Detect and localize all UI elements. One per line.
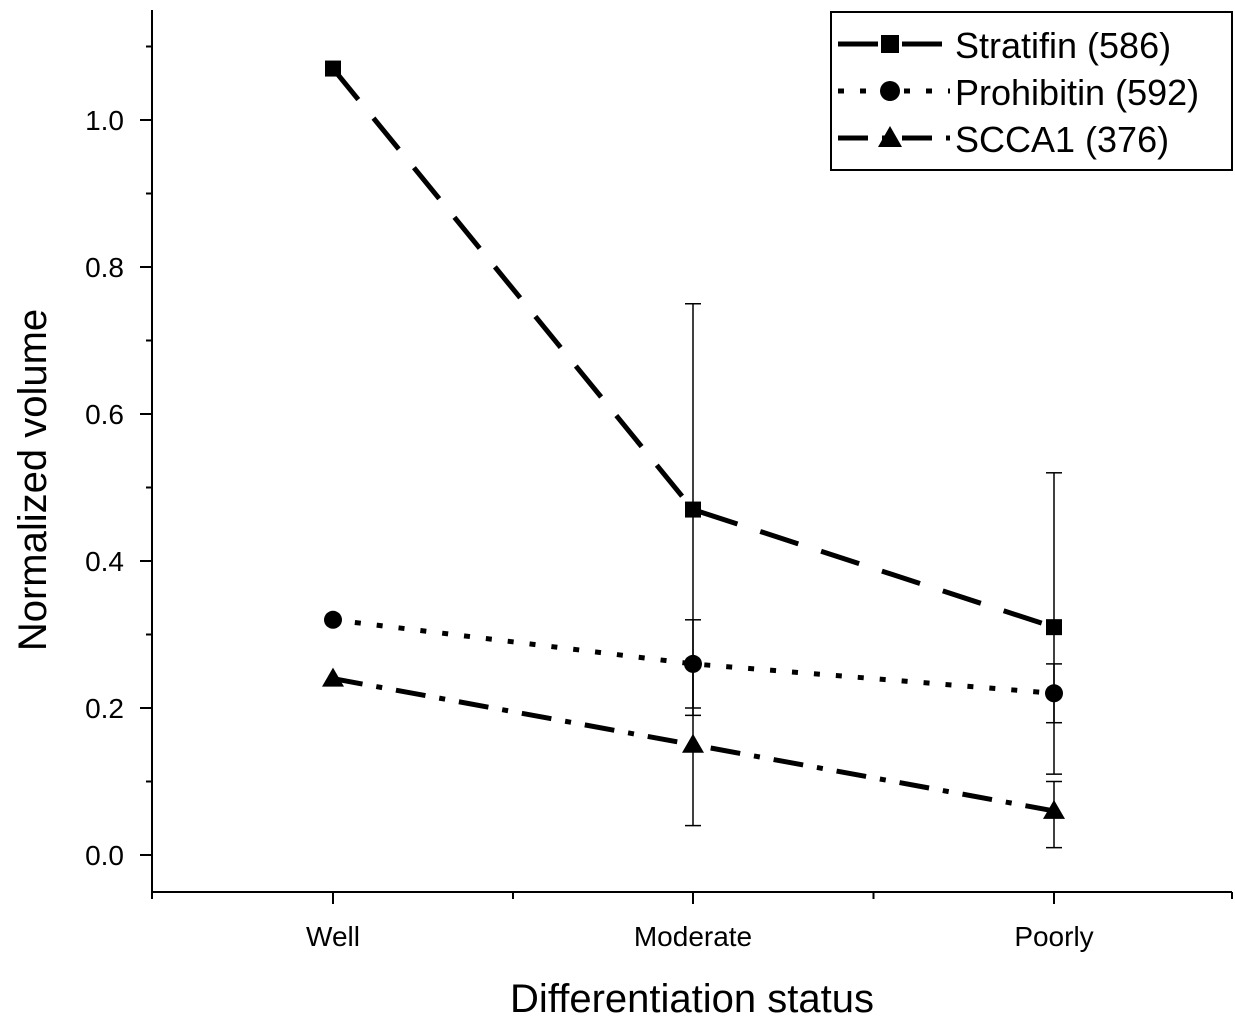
y-axis-title: Normalized volume (11, 309, 55, 651)
circle-marker (880, 81, 900, 101)
y-tick-label: 1.0 (85, 105, 124, 136)
legend-label: Stratifin (586) (955, 25, 1171, 66)
square-marker (685, 501, 701, 518)
square-marker (1046, 619, 1062, 636)
y-tick-label: 0.4 (85, 546, 124, 577)
triangle-marker (322, 667, 344, 687)
error-bars (685, 303, 1062, 849)
circle-marker (324, 610, 342, 629)
triangle-marker (682, 733, 704, 753)
legend: Stratifin (586) Prohibitin (592) SCCA1 (37… (830, 11, 1233, 171)
legend-label: Prohibitin (592) (955, 72, 1199, 113)
triangle-marker (878, 126, 902, 147)
x-axis-title: Differentiation status (510, 977, 874, 1021)
x-axis-ticks: Well Moderate Poorly (151, 892, 1233, 952)
circle-marker (684, 654, 702, 673)
legend-label: SCCA1 (376) (955, 119, 1169, 160)
square-marker (881, 35, 899, 53)
square-marker (325, 60, 341, 77)
y-tick-label: 0.0 (85, 840, 124, 871)
y-tick-label: 0.8 (85, 252, 124, 283)
x-tick-label: Poorly (1014, 921, 1093, 952)
legend-items: Stratifin (586) Prohibitin (592) SCCA1 (37… (838, 25, 1199, 160)
y-axis-ticks: 0.0 0.2 0.4 0.6 0.8 1.0 (85, 45, 152, 871)
x-tick-label: Well (306, 921, 360, 952)
y-tick-label: 0.2 (85, 693, 124, 724)
y-tick-label: 0.6 (85, 399, 124, 430)
triangle-marker (1043, 799, 1065, 819)
circle-marker (1045, 684, 1063, 703)
data-markers (322, 60, 1065, 819)
x-tick-label: Moderate (634, 921, 752, 952)
